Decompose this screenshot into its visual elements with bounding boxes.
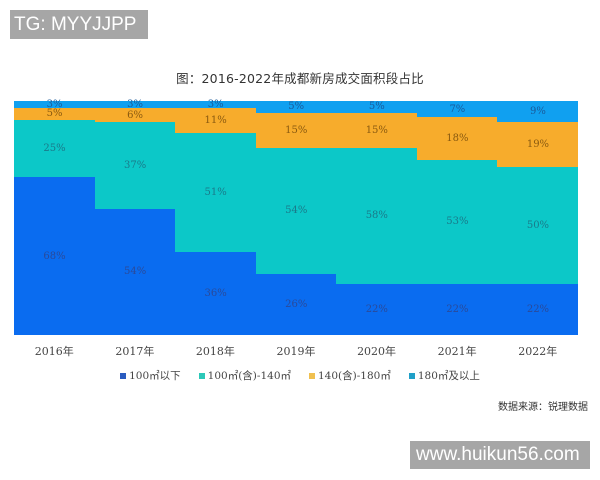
bar-segment: 68% (14, 177, 96, 335)
bar-segment: 3% (94, 99, 176, 110)
bar-segment: 18% (416, 117, 498, 160)
x-axis-label: 2016年 (34, 345, 74, 358)
data-source-note: 数据来源：锐理数据 (498, 402, 588, 413)
bar-column: 22% 50% 19% 9% (497, 101, 579, 335)
bar-column: 22% 53% 18% 7% (416, 101, 498, 335)
chart-title: 图：2016-2022年成都新房成交面积段占比 (176, 71, 424, 86)
legend-item-100to140: 100㎡(含)-140㎡ (198, 368, 291, 383)
bar-segment: 5% (336, 101, 418, 113)
bar-segment: 54% (255, 147, 337, 275)
bar-segment: 19% (497, 122, 579, 167)
legend-swatch-icon (120, 372, 127, 379)
bar-segment: 22% (336, 283, 418, 335)
bar-column: 54% 37% 6% 3% (94, 99, 176, 335)
bar-column: 68% 25% 5% 3% (14, 99, 96, 335)
legend-label: 100㎡(含)-140㎡ (207, 370, 291, 382)
bar-segment: 11% (175, 107, 257, 134)
bar-segment: 37% (94, 122, 176, 209)
x-axis-label: 2021年 (437, 345, 477, 358)
legend-item-gte180: 180㎡及以上 (408, 368, 480, 383)
bar-segment: 36% (175, 251, 257, 335)
bar-segment: 6% (94, 108, 176, 123)
bar-segment: 50% (497, 166, 579, 284)
x-axis-label: 2020年 (357, 345, 397, 358)
bar-segment: 3% (175, 99, 257, 110)
legend-swatch-icon (408, 372, 415, 379)
watermark-bottom: www.huikun56.com (410, 441, 590, 469)
bar-segment: 15% (255, 112, 337, 148)
bar-segment: 5% (14, 107, 96, 120)
bar-segment: 5% (255, 101, 337, 113)
bar-segment: 25% (14, 119, 96, 178)
bar-segment: 26% (255, 274, 337, 335)
bar-segment: 22% (416, 283, 498, 335)
bar-segment: 58% (336, 147, 418, 284)
bar-segment: 15% (336, 112, 418, 148)
x-axis-label: 2022年 (518, 345, 558, 358)
x-axis-label: 2018年 (195, 345, 235, 358)
legend-item-140to180: 140(含)-180㎡ (309, 368, 391, 383)
x-axis-label: 2017年 (115, 345, 155, 358)
bar-column: 22% 58% 15% 5% (336, 101, 418, 335)
legend-swatch-icon (309, 372, 315, 379)
stacked-bar-plot: 68% 25% 5% 3% 54% 37% 6% 3% 36% 51% 11% 3% 26% 54% 15%… (14, 99, 579, 335)
bar-segment: 9% (497, 101, 579, 123)
legend-label: 100㎡以下 (129, 370, 181, 382)
bar-column: 36% 51% 11% 3% (175, 99, 257, 335)
bar-segment: 7% (416, 101, 498, 118)
bar-segment: 53% (416, 159, 498, 284)
bar-segment: 3% (14, 99, 96, 110)
legend-label: 180㎡及以上 (417, 370, 480, 382)
legend-swatch-icon (198, 372, 205, 379)
bar-column: 26% 54% 15% 5% (255, 101, 337, 335)
legend: 100㎡以下 100㎡(含)-140㎡ 140(含)-180㎡ 180㎡及以上 (0, 368, 600, 383)
legend-label: 140(含)-180㎡ (318, 370, 391, 382)
bar-segment: 22% (497, 283, 579, 335)
bar-segment: 51% (175, 133, 257, 252)
watermark-top: TG: MYYJJPP (10, 10, 148, 39)
bar-segment: 54% (94, 208, 176, 335)
legend-item-lt100: 100㎡以下 (120, 368, 181, 383)
x-axis-label: 2019年 (276, 345, 316, 358)
